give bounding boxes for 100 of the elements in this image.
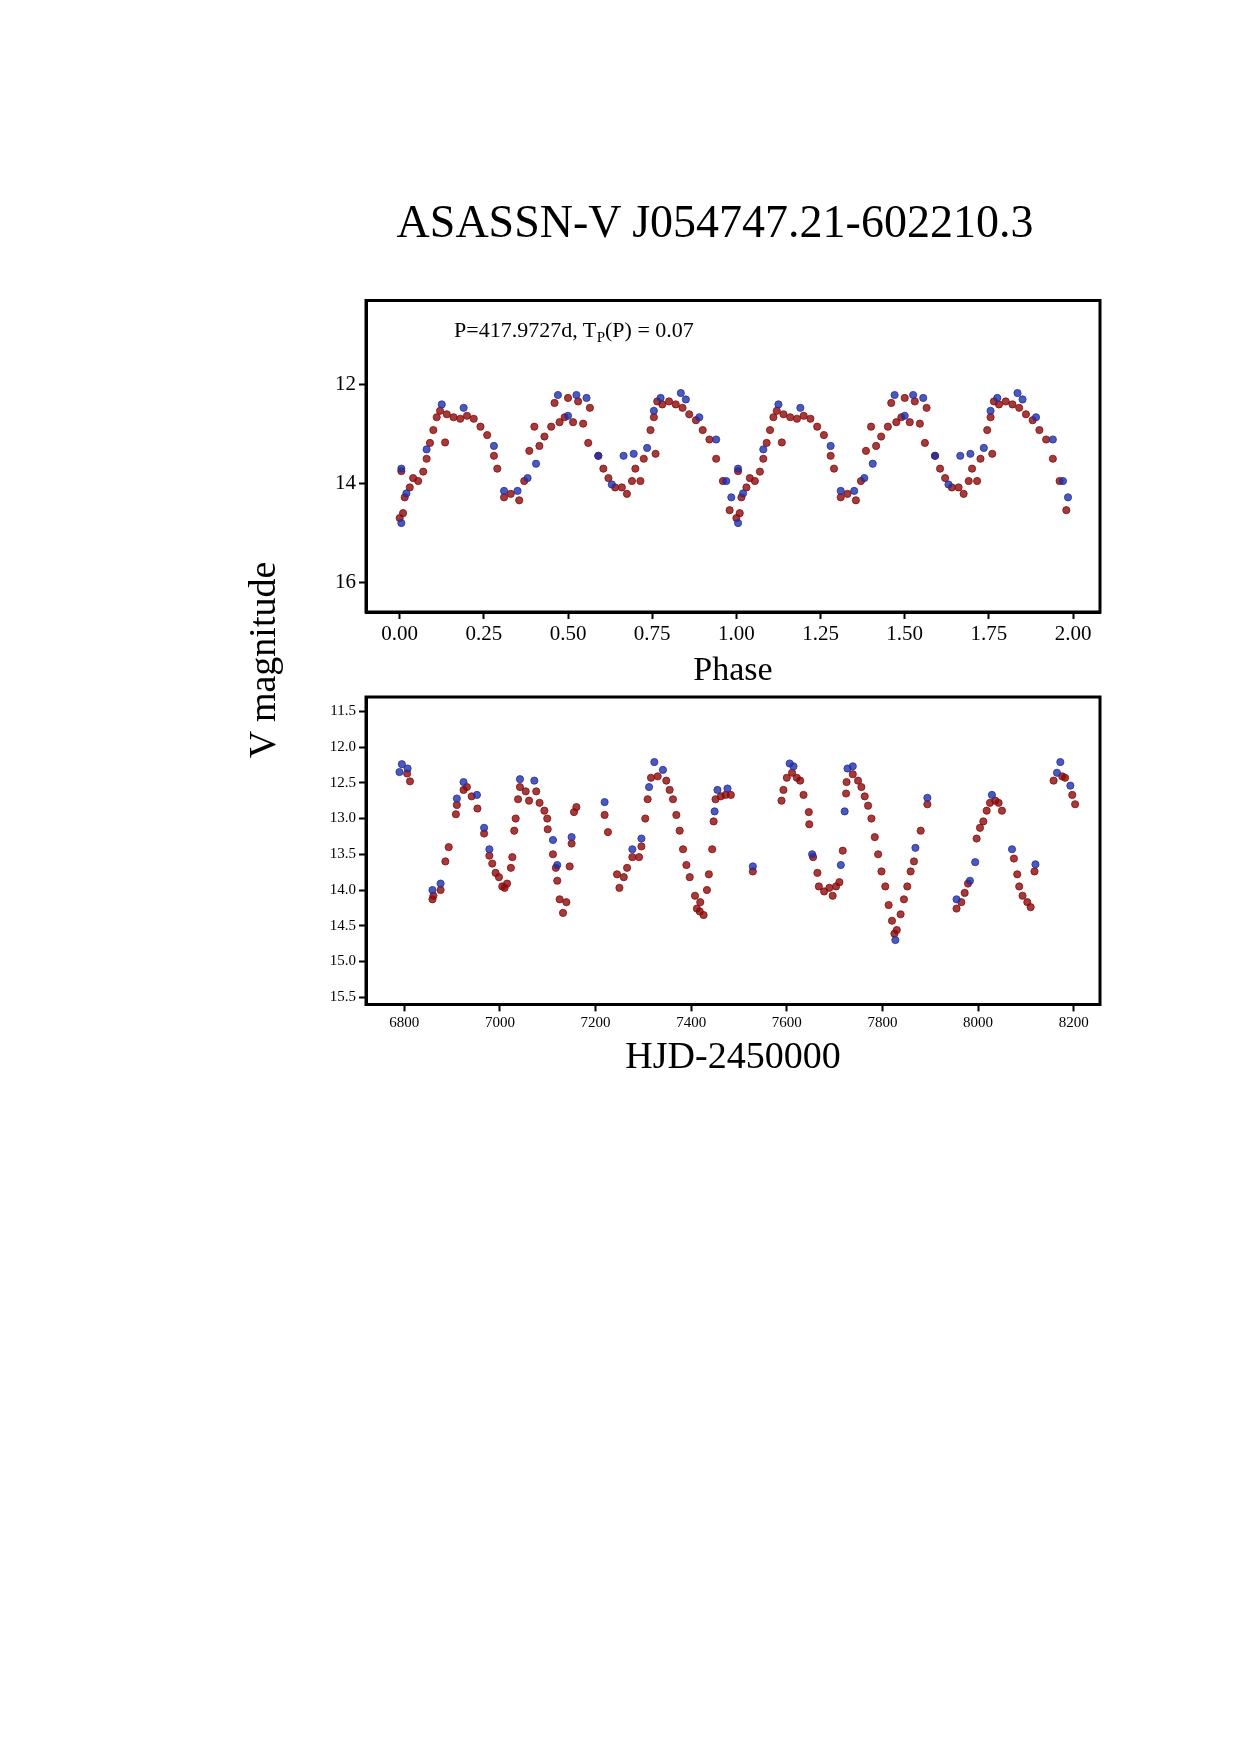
point bbox=[513, 486, 522, 495]
point bbox=[395, 768, 404, 777]
x-tick-label: 8000 bbox=[963, 1014, 994, 1031]
point bbox=[485, 845, 494, 854]
point bbox=[600, 798, 609, 807]
point bbox=[628, 845, 637, 854]
y-tick-label: 14.0 bbox=[329, 880, 356, 897]
x-tick-label: 0.00 bbox=[381, 621, 419, 646]
point bbox=[987, 790, 996, 799]
point bbox=[796, 403, 805, 412]
point bbox=[650, 758, 659, 767]
x-tick-label: 0.75 bbox=[633, 621, 671, 646]
point bbox=[966, 449, 975, 458]
point bbox=[1066, 781, 1075, 790]
point bbox=[840, 807, 849, 816]
point bbox=[403, 764, 412, 773]
point bbox=[643, 443, 652, 452]
point bbox=[567, 833, 576, 842]
point bbox=[397, 760, 406, 769]
point bbox=[911, 843, 920, 852]
point bbox=[1032, 413, 1041, 422]
x-tick-label: 2.00 bbox=[1054, 621, 1092, 646]
point bbox=[836, 486, 845, 495]
point bbox=[1056, 758, 1065, 767]
point bbox=[850, 486, 859, 495]
point bbox=[774, 400, 783, 409]
x-tick-label: 7000 bbox=[484, 1014, 515, 1031]
point bbox=[919, 393, 928, 402]
point bbox=[1052, 768, 1061, 777]
point bbox=[836, 861, 845, 869]
point bbox=[629, 449, 638, 458]
x-tick-label: 8200 bbox=[1058, 1014, 1089, 1031]
x-tick-label: 1.25 bbox=[802, 621, 839, 646]
point bbox=[452, 794, 461, 803]
point bbox=[956, 451, 965, 460]
point bbox=[710, 807, 719, 816]
point bbox=[739, 489, 748, 498]
y-tick-label: 14 bbox=[335, 470, 357, 494]
point bbox=[1064, 493, 1073, 502]
point bbox=[681, 395, 690, 404]
point bbox=[1031, 860, 1040, 869]
x-tick-label: 6800 bbox=[389, 1014, 420, 1031]
point bbox=[459, 778, 468, 787]
point bbox=[1013, 389, 1022, 398]
point bbox=[722, 477, 731, 486]
point bbox=[826, 441, 835, 450]
point bbox=[695, 413, 704, 422]
point bbox=[676, 389, 685, 398]
point bbox=[713, 785, 722, 794]
point bbox=[437, 400, 446, 409]
point bbox=[428, 886, 437, 895]
y-tick-label: 12.0 bbox=[329, 737, 356, 754]
point bbox=[515, 775, 524, 784]
y-tick-label: 11.5 bbox=[330, 702, 356, 719]
y-tick-label: 15.0 bbox=[329, 952, 356, 969]
point bbox=[649, 406, 658, 415]
x-tick-label: 1.75 bbox=[970, 621, 1008, 646]
point bbox=[489, 441, 498, 450]
x-tick-label: 7200 bbox=[580, 1014, 611, 1031]
chart-title: ASASSN-V J054747.21-602210.3 bbox=[395, 195, 1035, 248]
x-tick-label: 7600 bbox=[771, 1014, 802, 1031]
point bbox=[582, 393, 591, 402]
point bbox=[564, 411, 573, 420]
point bbox=[532, 459, 541, 468]
point bbox=[459, 403, 468, 412]
point bbox=[553, 391, 562, 400]
point bbox=[619, 451, 628, 460]
point bbox=[993, 393, 1002, 402]
y-tick-label: 15.5 bbox=[329, 988, 356, 1005]
y-axis-title: V magnitude bbox=[240, 561, 284, 759]
point bbox=[789, 762, 798, 771]
point bbox=[891, 936, 900, 945]
point bbox=[422, 445, 431, 454]
point bbox=[848, 762, 857, 771]
point bbox=[658, 765, 667, 774]
point bbox=[436, 879, 445, 888]
point bbox=[727, 493, 736, 502]
point bbox=[979, 443, 988, 452]
y-tick-label: 13.5 bbox=[329, 845, 356, 862]
y-tick-label: 12 bbox=[335, 371, 356, 396]
point bbox=[656, 393, 665, 402]
x-tick-label: 1.50 bbox=[886, 621, 924, 646]
point bbox=[472, 790, 481, 799]
point bbox=[572, 391, 581, 400]
x-axis-title: HJD-2450000 bbox=[625, 1034, 841, 1077]
y-tick-label: 16 bbox=[335, 568, 356, 593]
point bbox=[548, 835, 557, 844]
y-tick-label: 12.5 bbox=[329, 773, 356, 790]
point bbox=[723, 784, 732, 793]
point bbox=[860, 474, 869, 483]
point bbox=[734, 519, 743, 528]
x-tick-label: 7800 bbox=[867, 1014, 898, 1031]
x-axis-title: Phase bbox=[693, 649, 773, 687]
point bbox=[397, 519, 406, 528]
point bbox=[909, 391, 918, 400]
point bbox=[712, 435, 721, 444]
point bbox=[759, 445, 768, 454]
x-tick-label: 7400 bbox=[676, 1014, 707, 1031]
point bbox=[923, 793, 932, 802]
point bbox=[890, 391, 899, 400]
